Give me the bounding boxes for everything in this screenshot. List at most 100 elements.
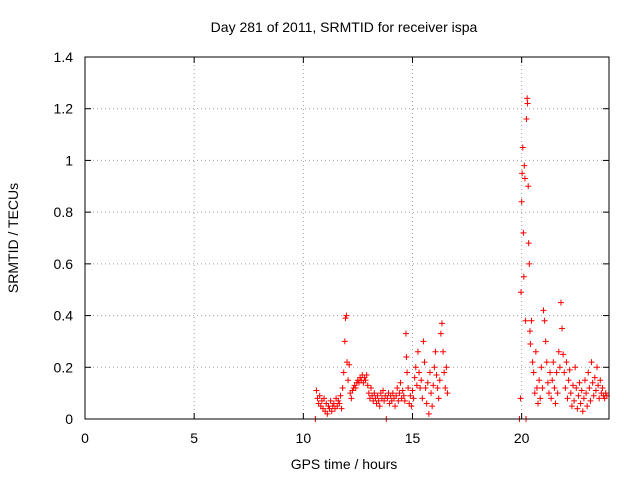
data-point [559,325,566,332]
data-point [418,377,425,384]
data-point [389,390,396,397]
data-point [431,364,438,371]
data-point [536,377,543,384]
data-point [543,359,550,366]
data-point [557,299,564,306]
data-point [345,377,352,384]
data-point [381,397,388,404]
data-point [414,348,421,355]
plot-frame [84,56,610,420]
data-point [527,341,534,348]
data-point [580,395,587,402]
data-point [531,390,538,397]
data-point [401,397,408,404]
data-point [599,384,606,391]
data-point [397,379,404,386]
data-point [535,400,542,407]
chart-title: Day 281 of 2011, SRMTID for receiver isp… [211,19,478,35]
data-point [437,330,444,337]
data-point [423,400,430,407]
data-point [519,170,526,177]
data-point [530,369,537,376]
data-point [538,364,545,371]
data-point [432,348,439,355]
data-point [430,382,437,389]
data-point [589,379,596,386]
data-point [602,390,609,397]
data-point [533,384,540,391]
data-point [544,379,551,386]
data-point [517,395,524,402]
y-axis-label: SRMTID / TECUs [5,183,21,293]
data-point [338,405,345,412]
data-point [404,369,411,376]
data-point [394,384,401,391]
data-point [405,384,412,391]
data-point [384,395,391,402]
data-point [526,260,533,267]
data-point [364,382,371,389]
data-point [435,395,442,402]
data-point [553,369,560,376]
data-point [523,116,530,123]
data-point [561,369,568,376]
data-point [426,369,433,376]
data-point [346,361,353,368]
data-point [327,397,334,404]
data-point [403,353,410,360]
data-point [324,410,331,417]
y-tick-label: 0.4 [54,308,74,324]
data-point [545,390,552,397]
grid-lines [85,57,609,419]
data-point [375,397,382,404]
data-point [519,144,526,151]
data-point [400,392,407,399]
data-point [585,369,592,376]
data-point [571,397,578,404]
data-point [567,390,574,397]
data-point [424,379,431,386]
data-point [587,397,594,404]
data-point [520,229,527,236]
data-point [549,377,556,384]
data-point [541,317,548,324]
data-point [402,330,409,337]
data-point [411,374,418,381]
data-point [525,183,532,190]
data-point [399,387,406,394]
data-point [579,408,586,415]
data-point [416,369,423,376]
x-tick-label: 0 [81,430,89,446]
data-point [428,390,435,397]
y-tick-label: 1 [65,152,73,168]
data-point [586,384,593,391]
data-point [316,392,323,399]
data-point [321,395,328,402]
data-point [591,374,598,381]
y-tick-label: 1.4 [54,49,74,65]
data-point [566,366,573,373]
data-point [532,348,539,355]
data-point [410,395,417,402]
data-point [564,395,571,402]
data-point [524,95,531,102]
data-point [569,382,576,389]
data-point [592,387,599,394]
data-point [440,348,447,355]
data-point [593,364,600,371]
data-point [436,377,443,384]
data-point [395,397,402,404]
data-point [444,390,451,397]
data-point [441,369,448,376]
data-point [528,317,535,324]
data-point [518,198,525,205]
data-point [393,392,400,399]
data-point [328,408,335,415]
data-point [547,369,554,376]
x-tick-label: 20 [514,430,530,446]
data-point [422,384,429,391]
data-point [540,307,547,314]
data-point [554,390,561,397]
y-tick-label: 0.2 [54,359,74,375]
